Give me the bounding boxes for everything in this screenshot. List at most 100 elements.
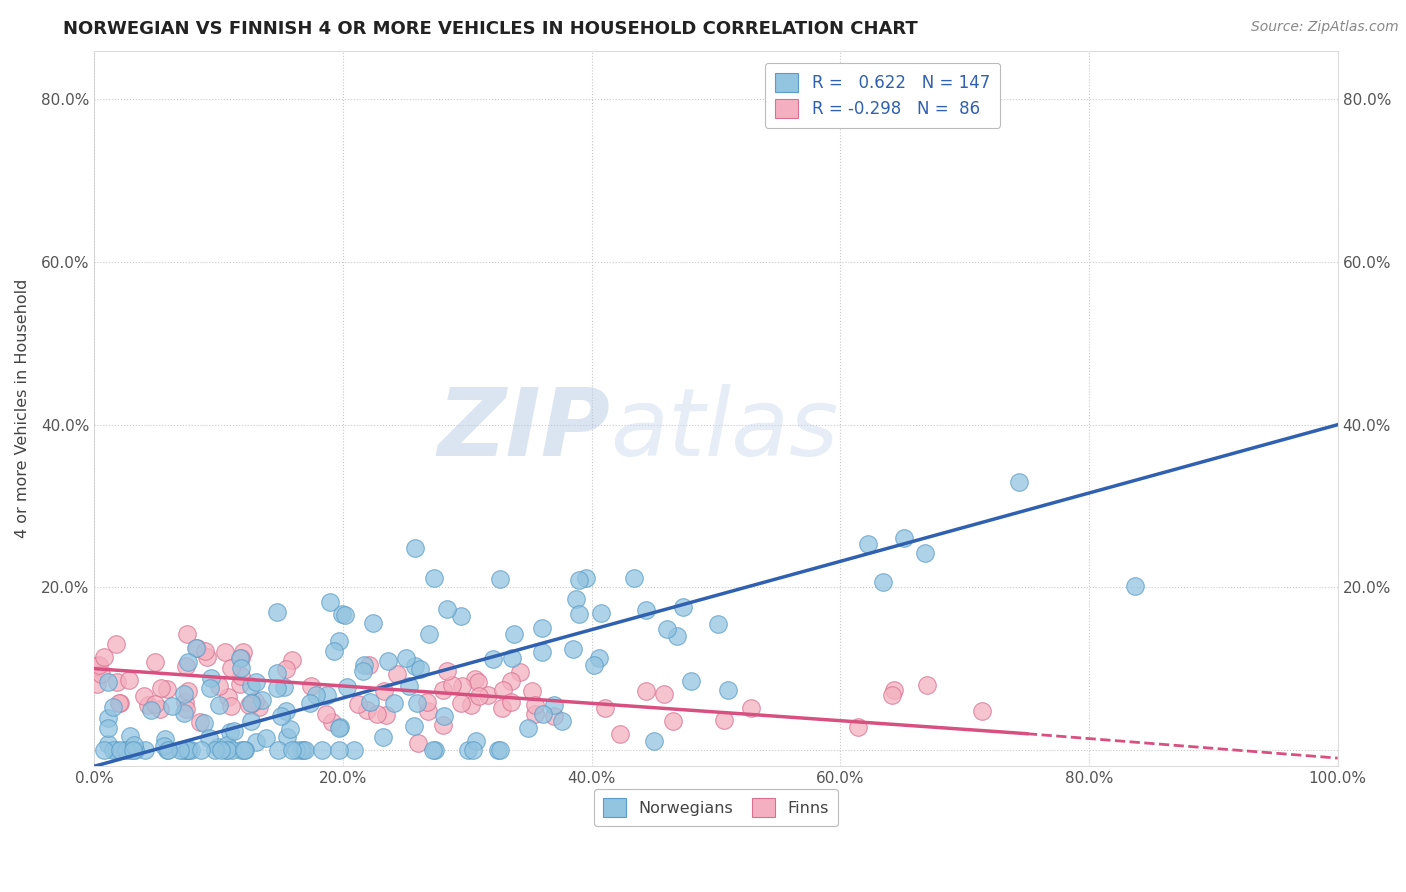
Point — [224, 723, 246, 738]
Point — [214, 645, 236, 659]
Point — [418, 627, 440, 641]
Point — [464, 733, 486, 747]
Point — [375, 708, 398, 723]
Point — [239, 714, 262, 728]
Point — [661, 714, 683, 728]
Point — [208, 698, 231, 712]
Point — [193, 716, 215, 731]
Point — [217, 690, 239, 704]
Point — [240, 696, 263, 710]
Text: NORWEGIAN VS FINNISH 4 OR MORE VEHICLES IN HOUSEHOLD CORRELATION CHART: NORWEGIAN VS FINNISH 4 OR MORE VEHICLES … — [63, 20, 918, 37]
Point — [522, 684, 544, 698]
Point — [343, 743, 366, 757]
Point — [461, 743, 484, 757]
Point — [254, 731, 277, 745]
Point — [872, 574, 894, 589]
Point — [654, 687, 676, 701]
Point — [551, 714, 574, 728]
Point — [321, 714, 343, 729]
Point — [247, 700, 270, 714]
Point — [228, 676, 250, 690]
Point — [231, 651, 253, 665]
Point — [373, 684, 395, 698]
Point — [186, 640, 208, 655]
Point — [173, 687, 195, 701]
Point — [93, 743, 115, 757]
Text: Source: ZipAtlas.com: Source: ZipAtlas.com — [1251, 20, 1399, 34]
Point — [451, 679, 474, 693]
Point — [169, 743, 191, 757]
Point — [108, 697, 131, 711]
Point — [422, 743, 444, 757]
Point — [880, 689, 903, 703]
Point — [565, 591, 588, 606]
Point — [366, 706, 388, 721]
Y-axis label: 4 or more Vehicles in Household: 4 or more Vehicles in Household — [15, 279, 30, 538]
Point — [530, 645, 553, 659]
Point — [266, 665, 288, 680]
Point — [162, 699, 184, 714]
Point — [482, 652, 505, 666]
Point — [266, 681, 288, 695]
Point — [97, 721, 120, 735]
Point — [276, 730, 298, 744]
Point — [176, 626, 198, 640]
Point — [229, 661, 252, 675]
Point — [336, 680, 359, 694]
Point — [219, 725, 242, 739]
Point — [404, 541, 426, 555]
Point — [972, 705, 994, 719]
Point — [174, 701, 197, 715]
Point — [501, 695, 523, 709]
Point — [240, 679, 263, 693]
Point — [219, 661, 242, 675]
Point — [198, 681, 221, 695]
Point — [204, 743, 226, 757]
Point — [583, 657, 606, 672]
Point — [359, 658, 381, 673]
Point — [197, 731, 219, 745]
Point — [436, 665, 458, 679]
Point — [153, 739, 176, 753]
Point — [149, 681, 172, 695]
Point — [190, 743, 212, 757]
Point — [361, 616, 384, 631]
Point — [157, 743, 180, 757]
Point — [394, 650, 416, 665]
Point — [856, 537, 879, 551]
Point — [280, 743, 302, 757]
Point — [107, 675, 129, 690]
Point — [105, 637, 128, 651]
Point — [516, 721, 538, 735]
Point — [450, 608, 472, 623]
Point — [156, 743, 179, 757]
Point — [377, 654, 399, 668]
Point — [245, 675, 267, 690]
Point — [124, 743, 146, 757]
Point — [209, 743, 232, 757]
Point — [460, 698, 482, 712]
Point — [122, 738, 145, 752]
Point — [489, 572, 512, 586]
Point — [149, 701, 172, 715]
Point — [406, 736, 429, 750]
Point — [311, 743, 333, 757]
Point — [609, 727, 631, 741]
Point — [914, 546, 936, 560]
Point — [266, 605, 288, 619]
Point — [477, 688, 499, 702]
Point — [917, 678, 939, 692]
Point — [118, 743, 141, 757]
Point — [464, 672, 486, 686]
Point — [533, 707, 555, 722]
Point — [174, 696, 197, 710]
Point — [713, 713, 735, 727]
Point — [174, 743, 197, 757]
Point — [177, 684, 200, 698]
Point — [121, 743, 143, 757]
Point — [143, 656, 166, 670]
Point — [328, 721, 350, 735]
Point — [136, 698, 159, 712]
Point — [250, 692, 273, 706]
Point — [298, 696, 321, 710]
